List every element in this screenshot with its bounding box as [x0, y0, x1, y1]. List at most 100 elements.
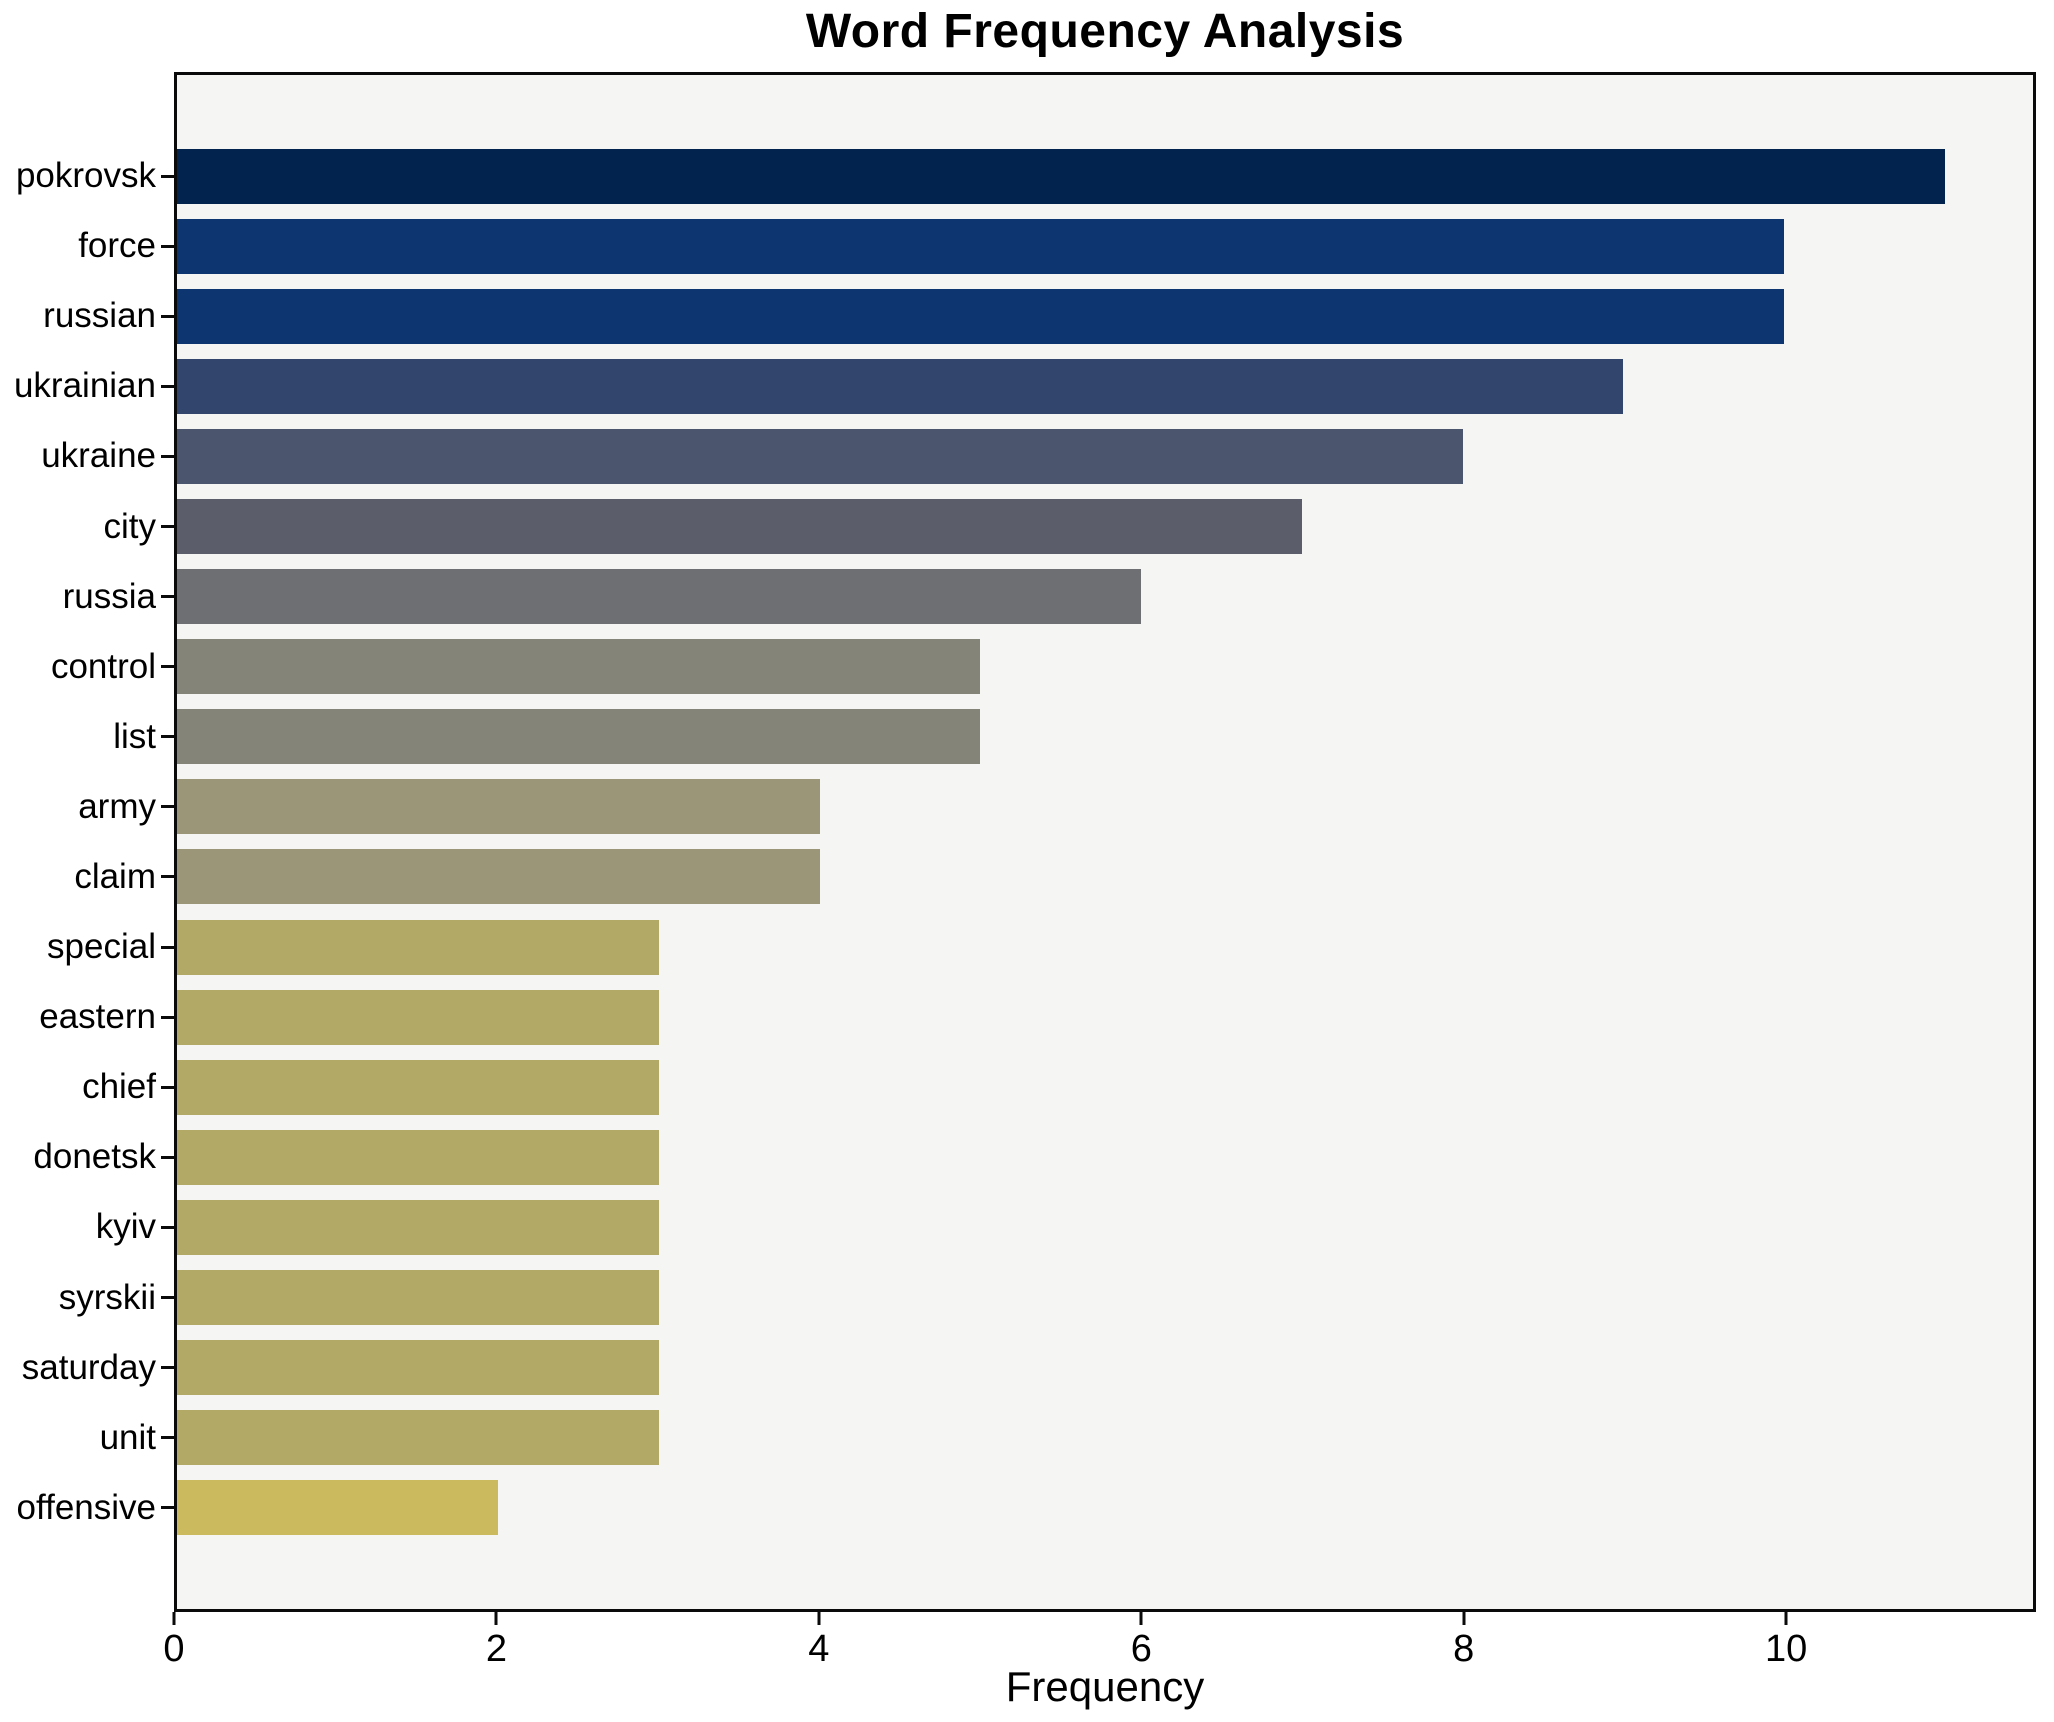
- bar-row: [177, 421, 2033, 491]
- y-tick-mark: [161, 1155, 174, 1159]
- bar-row: [177, 351, 2033, 421]
- x-tick-label: 2: [485, 1628, 507, 1670]
- y-tick-slot: [161, 491, 174, 561]
- y-tick-label: donetsk: [33, 1137, 156, 1177]
- y-tick-label: special: [47, 927, 156, 967]
- plot-area: [174, 72, 2036, 1612]
- y-axis-labels: pokrovsk force russian ukrainian ukraine city…: [0, 141, 156, 1543]
- y-tick-slot: [161, 351, 174, 421]
- y-tick-mark: [161, 1366, 174, 1370]
- y-tick-mark: [161, 384, 174, 388]
- y-tick-label: control: [50, 646, 156, 686]
- bar-donetsk: [177, 1129, 660, 1185]
- y-tick-slot: [161, 1263, 174, 1333]
- y-tick-label: city: [103, 506, 157, 546]
- bar-saturday: [177, 1340, 660, 1396]
- y-tick-label: list: [113, 716, 156, 756]
- bar-city: [177, 499, 1302, 555]
- bar-russian: [177, 288, 1784, 344]
- y-tick-slot: [161, 141, 174, 211]
- bar-pokrovsk: [177, 148, 1945, 204]
- bar-row: [177, 211, 2033, 281]
- y-tick-label: saturday: [21, 1347, 156, 1387]
- bar-row: [177, 281, 2033, 351]
- y-tick-slot: [161, 1473, 174, 1543]
- y-tick-label: claim: [74, 856, 156, 896]
- bar-chief: [177, 1059, 660, 1115]
- chart-title: Word Frequency Analysis: [805, 5, 1405, 58]
- y-tick-slot: [161, 1333, 174, 1403]
- y-tick-label: syrskii: [58, 1277, 156, 1317]
- y-tick-label: pokrovsk: [15, 156, 156, 196]
- x-tick-mark: [1784, 1612, 1788, 1625]
- y-tick-mark: [161, 735, 174, 739]
- y-tick-slot: [161, 562, 174, 632]
- x-tick-label: 6: [1130, 1628, 1152, 1670]
- bar-eastern: [177, 989, 660, 1045]
- y-tick-mark: [161, 665, 174, 669]
- y-tick-mark: [161, 525, 174, 529]
- y-tick-mark: [161, 945, 174, 949]
- x-tick-mark: [1462, 1612, 1466, 1625]
- y-tick-mark: [161, 875, 174, 879]
- y-tick-slot: [161, 912, 174, 982]
- bar-control: [177, 639, 981, 695]
- y-tick-mark: [161, 595, 174, 599]
- y-tick-mark: [161, 1085, 174, 1089]
- bar-ukraine: [177, 428, 1463, 484]
- y-tick-label: russia: [62, 576, 156, 616]
- y-tick-mark: [161, 1225, 174, 1229]
- y-tick-mark: [161, 1436, 174, 1440]
- y-tick-slot: [161, 1052, 174, 1122]
- y-tick-label: russian: [43, 296, 156, 336]
- x-tick-mark: [494, 1612, 498, 1625]
- y-tick-slot: [161, 421, 174, 491]
- y-tick-mark: [161, 174, 174, 178]
- y-tick-label: eastern: [39, 997, 156, 1037]
- bar-row: [177, 1052, 2033, 1122]
- x-tick-mark: [172, 1612, 176, 1625]
- y-tick-label: force: [78, 226, 156, 266]
- y-tick-mark: [161, 1506, 174, 1510]
- y-tick-slot: [161, 211, 174, 281]
- y-tick-mark: [161, 314, 174, 318]
- x-tick-mark: [1139, 1612, 1143, 1625]
- bar-row: [177, 491, 2033, 561]
- y-tick-mark: [161, 454, 174, 458]
- bar-row: [177, 1263, 2033, 1333]
- y-tick-slot: [161, 632, 174, 702]
- y-tick-label: ukraine: [41, 436, 156, 476]
- x-tick-label: 10: [1764, 1628, 1808, 1670]
- x-axis: 0 2 4 6 8 10: [163, 1612, 2036, 1712]
- y-axis-tick-marks: [161, 141, 174, 1543]
- bar-row: [177, 982, 2033, 1052]
- bar-russia: [177, 569, 1142, 625]
- bar-ukrainian: [177, 358, 1624, 414]
- y-tick-slot: [161, 1403, 174, 1473]
- bar-row: [177, 1122, 2033, 1192]
- bar-list: [177, 709, 981, 765]
- y-tick-label: kyiv: [95, 1207, 156, 1247]
- bar-row: [177, 772, 2033, 842]
- bar-row: [177, 1192, 2033, 1262]
- bar-special: [177, 919, 660, 975]
- y-tick-slot: [161, 982, 174, 1052]
- y-tick-mark: [161, 1015, 174, 1019]
- x-tick-label: 8: [1453, 1628, 1475, 1670]
- x-tick-label: 4: [808, 1628, 830, 1670]
- bar-offensive: [177, 1480, 499, 1536]
- x-tick-label: 0: [163, 1628, 185, 1670]
- y-tick-slot: [161, 1122, 174, 1192]
- y-tick-mark: [161, 805, 174, 809]
- y-tick-label: army: [78, 786, 156, 826]
- y-tick-mark: [161, 244, 174, 248]
- x-axis-label: Frequency: [1005, 1663, 1205, 1710]
- bar-row: [177, 141, 2033, 211]
- y-tick-slot: [161, 281, 174, 351]
- y-tick-slot: [161, 842, 174, 912]
- bar-row: [177, 702, 2033, 772]
- bar-claim: [177, 849, 820, 905]
- y-tick-slot: [161, 702, 174, 772]
- bar-army: [177, 779, 820, 835]
